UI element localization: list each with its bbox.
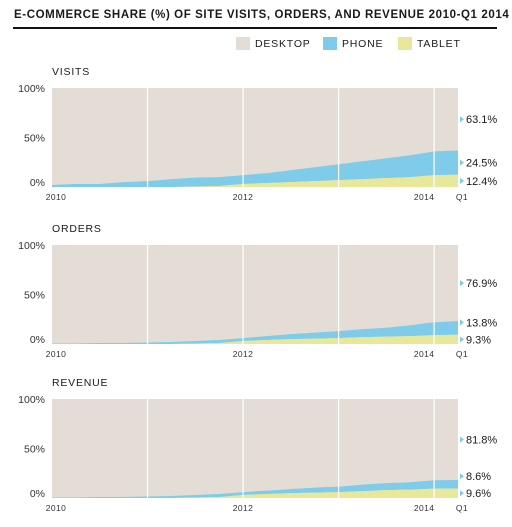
y-tick-label: 100% [18,394,45,406]
x-tick-label: Q1 [456,503,468,513]
legend: DESKTOP PHONE TABLET [0,37,512,53]
end-value-label: 63.1% [466,114,497,126]
end-value-label: 9.6% [466,488,491,500]
y-tick-label: 100% [18,240,45,252]
legend-label-desktop: DESKTOP [255,37,311,50]
end-value-label: 8.6% [466,471,491,483]
panel-title-visits: VISITS [52,66,90,78]
panel-title-orders: ORDERS [52,223,102,235]
area-tablet-visits [52,174,458,187]
legend-item-phone: PHONE [323,37,383,50]
area-phone-visits [52,150,458,187]
end-marker [460,280,464,287]
area-tablet-revenue [52,488,458,498]
end-marker [460,159,464,166]
y-tick-label: 0% [30,334,45,346]
y-tick-label: 100% [18,83,45,95]
panel-revenue: REVENUE 100% 50% 0%2010 2012 2014 Q1 81.8% 8.6% 9… [18,377,497,513]
x-tick-label: 2010 [46,349,67,359]
end-value-label: 9.3% [466,334,491,346]
end-marker [460,319,464,326]
end-marker [460,436,464,443]
panel-orders: ORDERS 100% 50% 0%2010 2012 2014 Q1 76.9% 13.8% 9… [18,223,497,359]
panel-title-revenue: REVENUE [52,377,108,389]
end-value-label: 76.9% [466,278,497,290]
legend-swatch-tablet [398,37,412,50]
legend-swatch-phone [323,37,337,50]
legend-label-tablet: TABLET [417,37,461,50]
legend-swatch-desktop [236,37,250,50]
y-tick-label: 0% [30,488,45,500]
end-value-label: 81.8% [466,434,497,446]
x-tick-label: Q1 [456,192,468,202]
x-tick-label: 2014 [414,349,435,359]
legend-item-desktop: DESKTOP [236,37,311,50]
end-value-label: 13.8% [466,317,497,329]
legend-item-tablet: TABLET [398,37,461,50]
end-marker [460,490,464,497]
end-marker [460,473,464,480]
legend-label-phone: PHONE [342,37,384,50]
x-tick-label: 2014 [414,503,435,513]
y-tick-label: 0% [30,177,45,189]
panel-visits: VISITS 100% 50% 0%2010 2012 2014 Q1 63.1% 24.5% 1… [18,66,497,202]
end-value-label: 12.4% [466,176,497,188]
x-tick-label: Q1 [456,349,468,359]
area-phone-revenue [52,480,458,498]
x-tick-label: 2012 [233,349,254,359]
x-tick-label: 2010 [46,503,67,513]
title-rule [13,27,497,29]
x-tick-label: 2012 [233,192,254,202]
x-tick-label: 2014 [414,192,435,202]
x-tick-label: 2010 [46,192,67,202]
y-tick-label: 50% [24,133,45,145]
area-desktop-revenue [52,399,458,498]
area-phone-orders [52,321,458,344]
end-marker [460,177,464,184]
end-marker [460,116,464,123]
y-tick-label: 50% [24,290,45,302]
x-tick-label: 2012 [233,503,254,513]
end-value-label: 24.5% [466,158,497,170]
chart-title: E-COMMERCE SHARE (%) OF SITE VISITS, ORD… [14,9,510,21]
end-marker [460,336,464,343]
area-tablet-orders [52,334,458,344]
y-tick-label: 50% [24,444,45,456]
